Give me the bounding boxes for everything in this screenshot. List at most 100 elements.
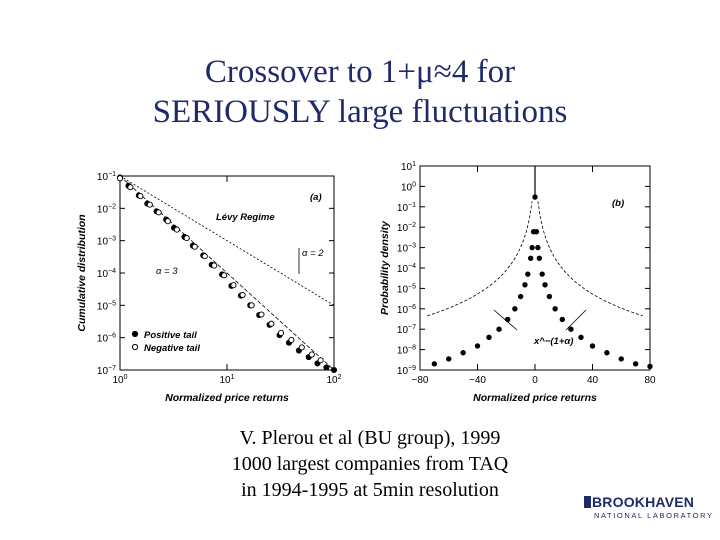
negative-tail-point	[288, 336, 295, 343]
y-tick-label-b: 100	[401, 181, 416, 193]
x-tick-label-a: 101	[219, 374, 234, 386]
y-tick-label-a: 10−1	[97, 171, 116, 183]
annotation-levy-regime: Lévy Regime	[216, 212, 275, 223]
density-point	[529, 244, 535, 251]
logo-sub-text: NATIONAL LABORATORY	[594, 511, 714, 520]
x-tick-label-b: 40	[587, 375, 599, 386]
density-point	[647, 363, 653, 370]
title-line-1: Crossover to 1+μ≈4 for	[204, 54, 516, 90]
density-point	[474, 343, 481, 349]
negative-tail-point	[308, 351, 315, 358]
negative-tail-point	[230, 282, 237, 289]
title-line-2: SERIOUSLY large fluctuations	[152, 94, 568, 130]
density-point	[431, 361, 438, 367]
y-tick-label-b: 10−8	[397, 345, 416, 357]
density-point	[525, 271, 531, 277]
y-tick-label-b: 10−7	[397, 324, 416, 336]
panel-label-a: (a)	[310, 192, 322, 203]
legend-a: Positive tail Negative tail	[131, 330, 200, 354]
density-point	[486, 334, 492, 341]
negative-tail-point	[201, 253, 208, 260]
annotation-power-law: x^−(1+α)	[533, 336, 573, 347]
y-tick-label-b: 101	[401, 161, 416, 173]
positive-tail-point	[330, 366, 338, 374]
y-tick-label-b: 10−6	[397, 304, 416, 316]
y-axis-label-b: Probability density	[379, 220, 391, 315]
negative-tail-point	[137, 192, 144, 200]
density-point	[618, 356, 624, 362]
negative-tail-point	[239, 291, 246, 298]
negative-tail-point	[164, 218, 171, 225]
annotation-pointer-left	[493, 309, 518, 331]
density-point	[517, 293, 524, 300]
legend-label-positive: Positive tail	[144, 330, 197, 341]
negative-tail-point	[298, 344, 305, 351]
y-tick-label-b: 10−5	[397, 283, 416, 295]
y-tick-label-b: 10−2	[397, 222, 416, 234]
y-tick-label-b: 10−4	[397, 263, 416, 275]
legend-label-negative: Negative tail	[144, 343, 200, 354]
y-tick-label-a: 10−5	[97, 300, 116, 312]
negative-tail-point	[183, 235, 190, 242]
panel-label-b: (b)	[612, 198, 624, 209]
slide-title: Crossover to 1+μ≈4 for SERIOUSLY large f…	[0, 52, 720, 132]
negative-tail-point	[317, 357, 324, 364]
caption-line-2: 1000 largest companies from TAQ	[231, 453, 509, 475]
density-point	[527, 255, 534, 261]
density-point	[578, 334, 584, 341]
reference-line-a	[119, 175, 335, 306]
legend-marker-negative	[131, 343, 139, 351]
y-axis-label-a: Cumulative distribution	[76, 214, 88, 331]
caption: V. Plerou et al (BU group), 1999 1000 la…	[140, 425, 600, 503]
negative-tail-point	[278, 329, 285, 336]
reference-line-a	[119, 175, 335, 371]
negative-tail-point	[258, 311, 265, 318]
negative-tail-point	[173, 226, 180, 233]
annotation-alpha-2: α = 2	[302, 248, 324, 259]
density-point	[539, 271, 545, 277]
density-point	[512, 306, 518, 312]
density-point	[460, 350, 466, 356]
density-point	[552, 306, 558, 312]
density-point	[535, 244, 541, 251]
y-tick-label-b: 10−9	[397, 365, 416, 377]
density-point	[589, 343, 596, 349]
brookhaven-logo: BROOKHAVEN NATIONAL LABORATORY	[584, 494, 712, 528]
negative-tail-point	[211, 262, 218, 269]
chart-panel-b: 101 100 10−1 10−2 10−3 10−4 10−5 10−6 10−7 10−8 10…	[374, 158, 664, 408]
power-law-guide-right	[537, 201, 643, 317]
chart-panel-a: 10−1 10−2 10−3 10−4 10−5 10−6 10−7 100 101 102 Lév…	[70, 168, 352, 408]
y-tick-label-a: 10−4	[97, 268, 116, 280]
x-tick-label-b: 80	[644, 375, 656, 386]
x-tick-label-a: 102	[326, 374, 341, 386]
x-tick-label-a: 100	[112, 374, 127, 386]
power-law-guide-left	[427, 201, 533, 317]
negative-tail-point	[248, 302, 255, 309]
x-tick-label-b: 0	[532, 375, 538, 386]
y-tick-label-b: 10−1	[397, 202, 416, 214]
y-tick-label-a: 10−7	[97, 365, 116, 377]
y-tick-label-a: 10−3	[97, 236, 116, 248]
y-tick-label-a: 10−2	[97, 203, 116, 215]
negative-tail-point	[127, 184, 134, 191]
density-point	[536, 255, 543, 261]
y-tick-label-a: 10−6	[97, 333, 116, 345]
density-point	[559, 316, 566, 323]
density-point	[542, 282, 548, 288]
density-point	[632, 361, 639, 367]
density-point	[604, 350, 610, 356]
negative-tail-point	[146, 201, 153, 208]
annotation-alpha-3: α = 3	[156, 266, 178, 277]
chart-b-svg: 101 100 10−1 10−2 10−3 10−4 10−5 10−6 10−7 10−8 10…	[379, 161, 656, 404]
density-point	[568, 326, 574, 332]
positive-tail-point	[323, 364, 330, 371]
logo-mark-icon	[584, 496, 591, 508]
negative-tail-point	[191, 243, 198, 250]
x-axis-label-a: Normalized price returns	[165, 392, 289, 404]
y-tick-label-b: 10−3	[397, 243, 416, 255]
legend-marker-positive	[131, 330, 139, 338]
annotation-pointer-right	[565, 309, 587, 331]
logo-main-text: BROOKHAVEN	[592, 494, 695, 510]
x-tick-label-b: −80	[412, 375, 429, 386]
